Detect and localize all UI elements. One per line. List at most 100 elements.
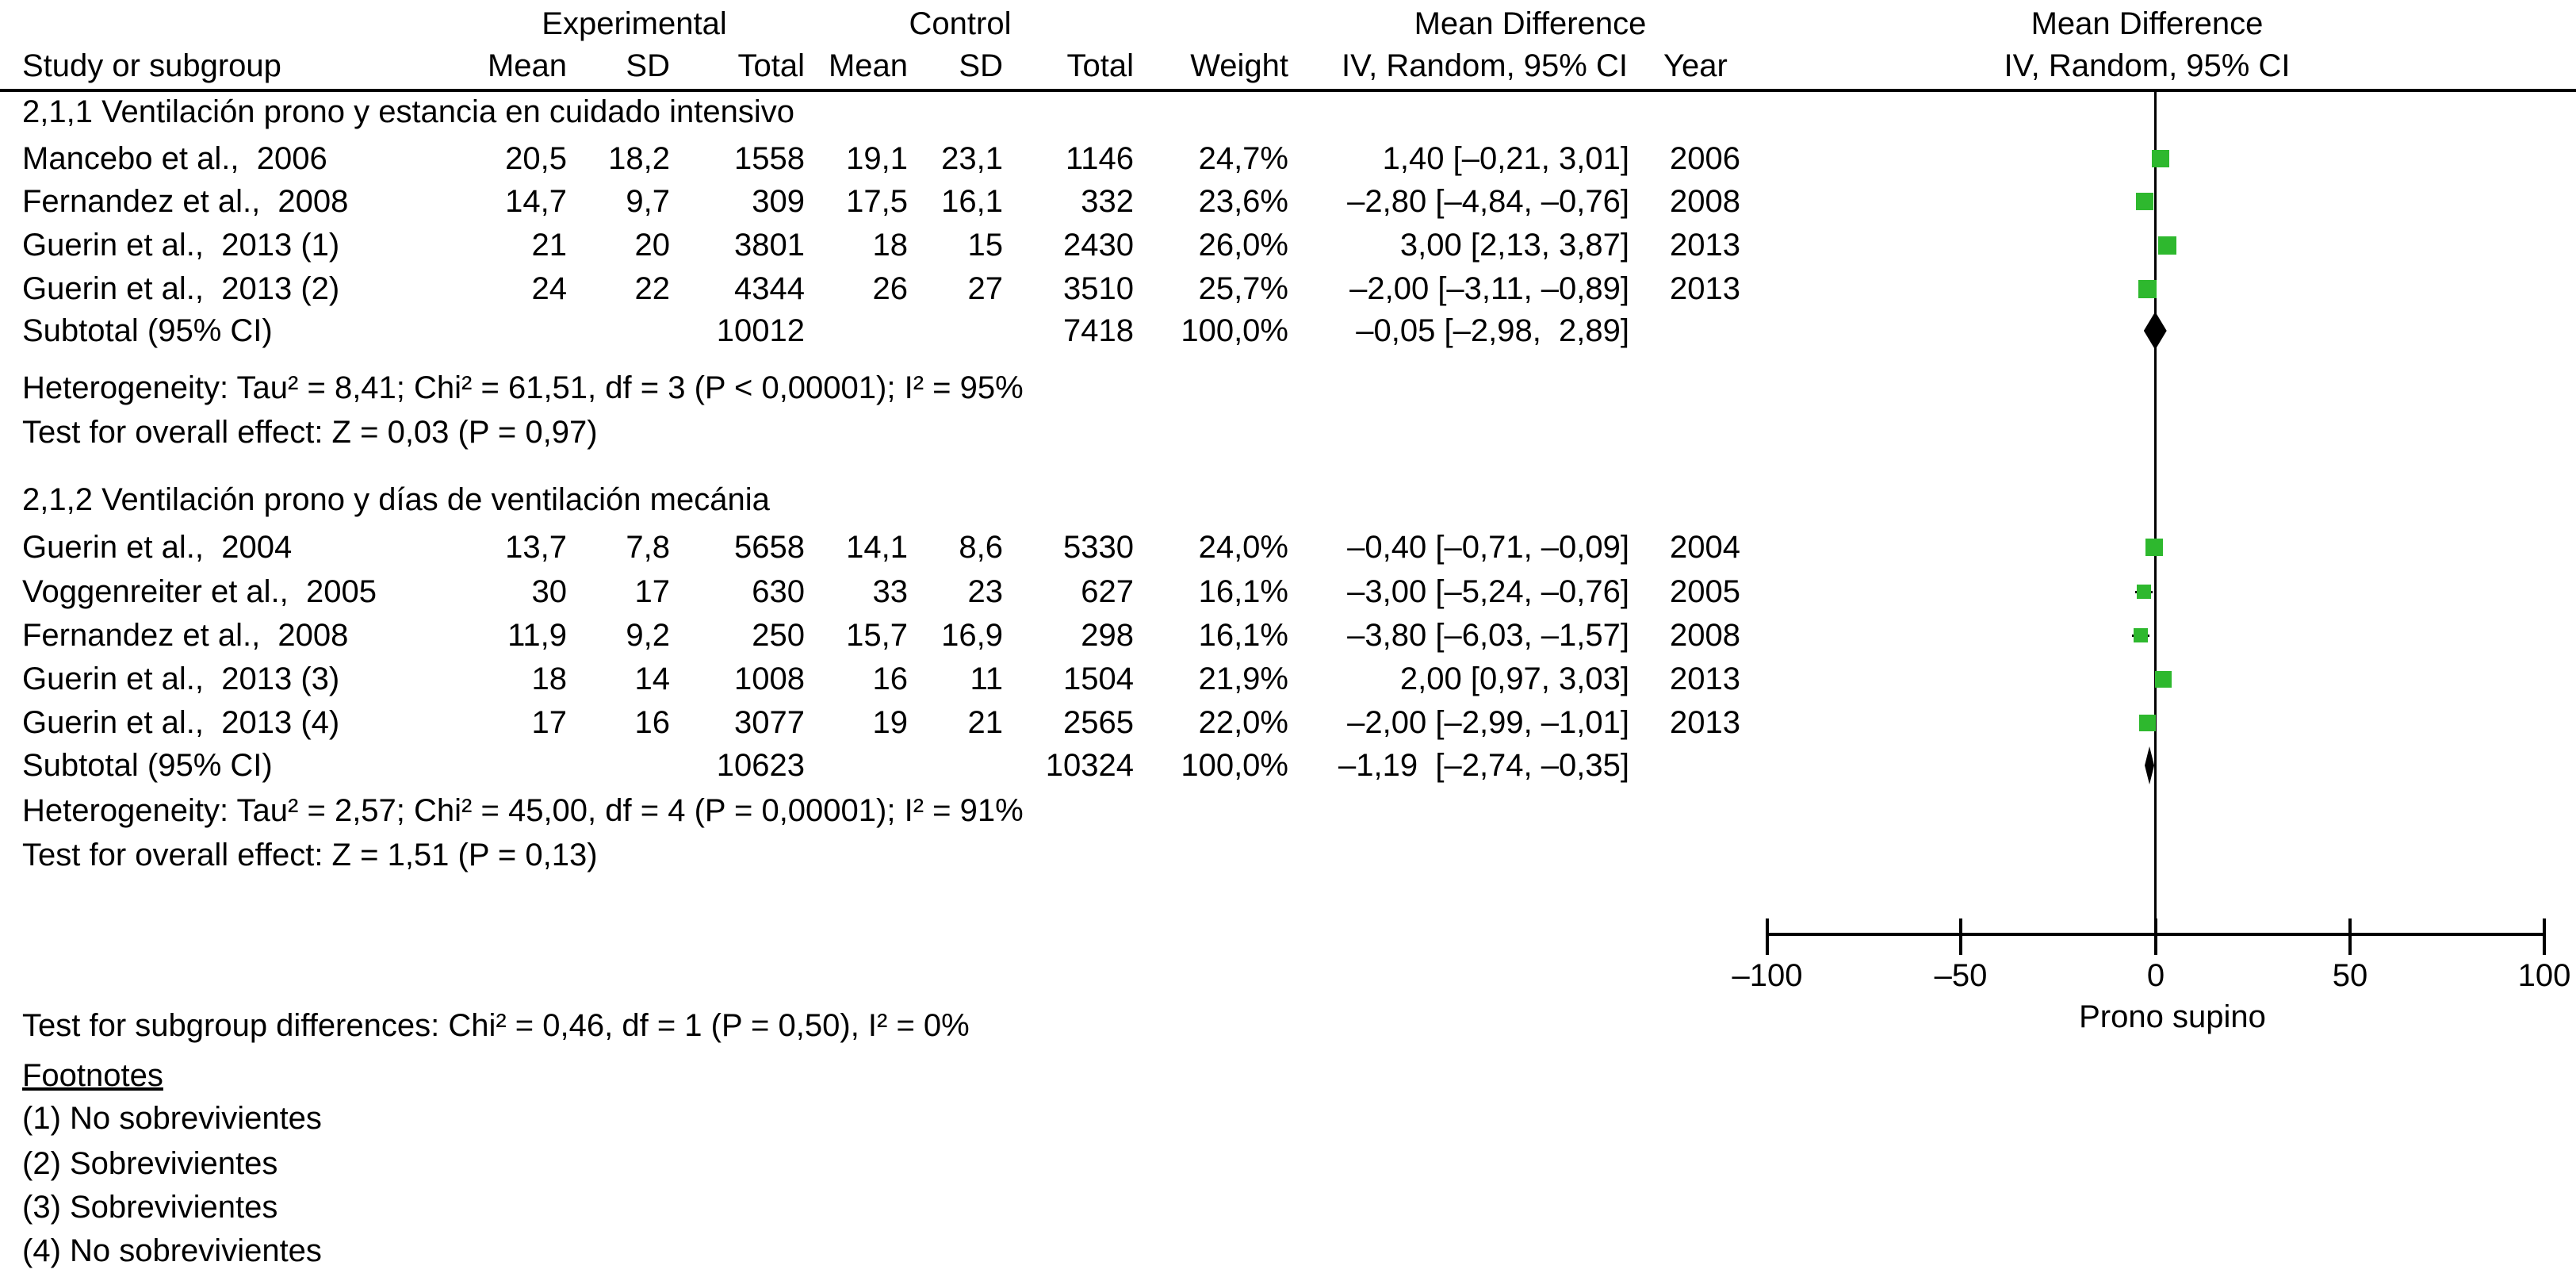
cell-ctl-sd: 23,1 xyxy=(941,141,1003,176)
cell-ctl-total: 3510 xyxy=(1063,271,1134,306)
subgroup-title: 2,1,2 Ventilación prono y días de ventil… xyxy=(22,482,770,517)
cell-ctl-total: 627 xyxy=(1081,574,1134,609)
table-row: Guerin et al., 2013 (3) 18 14 1008 16 11… xyxy=(0,658,2576,700)
cell-exp-mean: 17 xyxy=(531,705,568,740)
cell-exp-mean: 14,7 xyxy=(505,184,567,219)
overall-effect-line: Test for overall effect: Z = 0,03 (P = 0… xyxy=(22,415,598,450)
axis-tick xyxy=(1959,918,1962,955)
study-marker xyxy=(2154,670,2172,688)
axis-tick xyxy=(2348,918,2352,955)
cell-ctl-sd: 27 xyxy=(967,271,1004,306)
cell-exp-sd: 20 xyxy=(634,228,671,263)
overall-effect-line: Test for overall effect: Z = 1,51 (P = 0… xyxy=(22,838,598,872)
axis-tick-label: 100 xyxy=(2517,958,2571,993)
cell-exp-total: 1008 xyxy=(734,662,805,696)
cell-weight: 24,7% xyxy=(1198,141,1288,176)
axis-tick-label: –100 xyxy=(1732,958,1803,993)
cell-ctl-sd: 16,9 xyxy=(941,618,1003,653)
study-marker xyxy=(2133,628,2148,642)
subtotal-diamond xyxy=(2145,746,2155,784)
cell-exp-total: 5658 xyxy=(734,530,805,565)
cell-ci: –1,19 [–2,74, –0,35] xyxy=(1338,748,1629,783)
cell-exp-total: 250 xyxy=(752,618,805,653)
cell-weight: 25,7% xyxy=(1198,271,1288,306)
cell-year: 2008 xyxy=(1670,184,1740,219)
study-label: Guerin et al., 2013 (3) xyxy=(22,662,340,696)
cell-exp-sd: 14 xyxy=(634,662,671,696)
cell-ctl-mean: 14,1 xyxy=(846,530,908,565)
cell-weight: 26,0% xyxy=(1198,228,1288,263)
table-row: Mancebo et al., 2006 20,5 18,2 1558 19,1… xyxy=(0,137,2576,180)
cell-weight: 100,0% xyxy=(1181,748,1288,783)
axis-tick-label: 0 xyxy=(2146,958,2165,993)
experimental-group-header: Experimental xyxy=(542,6,727,41)
cell-year: 2005 xyxy=(1670,574,1740,609)
cell-ci: –3,00 [–5,24, –0,76] xyxy=(1347,574,1629,609)
cell-exp-total: 3077 xyxy=(734,705,805,740)
axis-tick xyxy=(1766,918,1769,955)
subtotal-row: Subtotal (95% CI) 10012 7418 100,0% –0,0… xyxy=(0,309,2576,352)
axis-tick xyxy=(2154,918,2157,955)
table-row: Fernandez et al., 2008 11,9 9,2 250 15,7… xyxy=(0,614,2576,657)
cell-year: 2013 xyxy=(1670,662,1740,696)
study-label: Guerin et al., 2004 xyxy=(22,530,293,565)
cell-exp-mean: 18 xyxy=(531,662,568,696)
cell-weight: 22,0% xyxy=(1198,705,1288,740)
study-label: Guerin et al., 2013 (4) xyxy=(22,705,340,740)
col-exp-mean: Mean xyxy=(487,48,567,83)
cell-year: 2013 xyxy=(1670,705,1740,740)
study-marker xyxy=(2136,585,2151,599)
cell-ci: –3,80 [–6,03, –1,57] xyxy=(1347,618,1629,653)
subtotal-diamond xyxy=(2143,312,2167,350)
cell-exp-total: 1558 xyxy=(734,141,805,176)
cell-year: 2013 xyxy=(1670,228,1740,263)
cell-exp-mean: 13,7 xyxy=(505,530,567,565)
footnotes-title: Footnotes xyxy=(22,1058,163,1093)
col-ctl-total: Total xyxy=(1066,48,1135,83)
col-weight: Weight xyxy=(1190,48,1288,83)
cell-ctl-total: 332 xyxy=(1081,184,1134,219)
cell-ctl-sd: 21 xyxy=(967,705,1004,740)
study-label: Fernandez et al., 2008 xyxy=(22,184,349,219)
col-exp-sd: SD xyxy=(626,48,670,83)
footnote: (2) Sobrevivientes xyxy=(22,1146,278,1181)
cell-ctl-mean: 33 xyxy=(872,574,909,609)
col-exp-total: Total xyxy=(737,48,806,83)
subgroup-difference-line: Test for subgroup differences: Chi² = 0,… xyxy=(22,1008,970,1043)
cell-exp-mean: 20,5 xyxy=(505,141,567,176)
cell-ci: –0,40 [–0,71, –0,09] xyxy=(1347,530,1629,565)
study-label: Voggenreiter et al., 2005 xyxy=(22,574,377,609)
footnote: (4) No sobrevivientes xyxy=(22,1233,322,1268)
col-year: Year xyxy=(1663,48,1728,83)
cell-exp-sd: 18,2 xyxy=(608,141,670,176)
cell-weight: 16,1% xyxy=(1198,574,1288,609)
cell-ctl-mean: 17,5 xyxy=(846,184,908,219)
footnote: (3) Sobrevivientes xyxy=(22,1190,278,1225)
study-label: Guerin et al., 2013 (2) xyxy=(22,271,340,306)
study-marker xyxy=(2138,279,2157,298)
cell-exp-sd: 16 xyxy=(634,705,671,740)
cell-ctl-total: 7418 xyxy=(1063,313,1134,348)
cell-ci: –2,00 [–2,99, –1,01] xyxy=(1347,705,1629,740)
cell-exp-total: 10623 xyxy=(716,748,805,783)
header-divider xyxy=(0,89,2576,92)
cell-ctl-sd: 8,6 xyxy=(959,530,1003,565)
cell-weight: 24,0% xyxy=(1198,530,1288,565)
cell-exp-mean: 24 xyxy=(531,271,568,306)
table-row: Guerin et al., 2013 (1) 21 20 3801 18 15… xyxy=(0,224,2576,267)
cell-ctl-total: 5330 xyxy=(1063,530,1134,565)
subtotal-row: Subtotal (95% CI) 10623 10324 100,0% –1,… xyxy=(0,744,2576,787)
cell-exp-total: 4344 xyxy=(734,271,805,306)
cell-year: 2008 xyxy=(1670,618,1740,653)
axis-tick-label: 50 xyxy=(2332,958,2368,993)
study-marker xyxy=(2139,714,2157,731)
col-plot-method: IV, Random, 95% CI xyxy=(2004,48,2291,83)
subtotal-label: Subtotal (95% CI) xyxy=(22,748,273,783)
col-ctl-mean: Mean xyxy=(828,48,908,83)
control-group-header: Control xyxy=(909,6,1012,41)
table-row: Voggenreiter et al., 2005 30 17 630 33 2… xyxy=(0,570,2576,613)
cell-ci: 1,40 [–0,21, 3,01] xyxy=(1382,141,1629,176)
table-row: Guerin et al., 2004 13,7 7,8 5658 14,1 8… xyxy=(0,526,2576,569)
cell-year: 2004 xyxy=(1670,530,1740,565)
